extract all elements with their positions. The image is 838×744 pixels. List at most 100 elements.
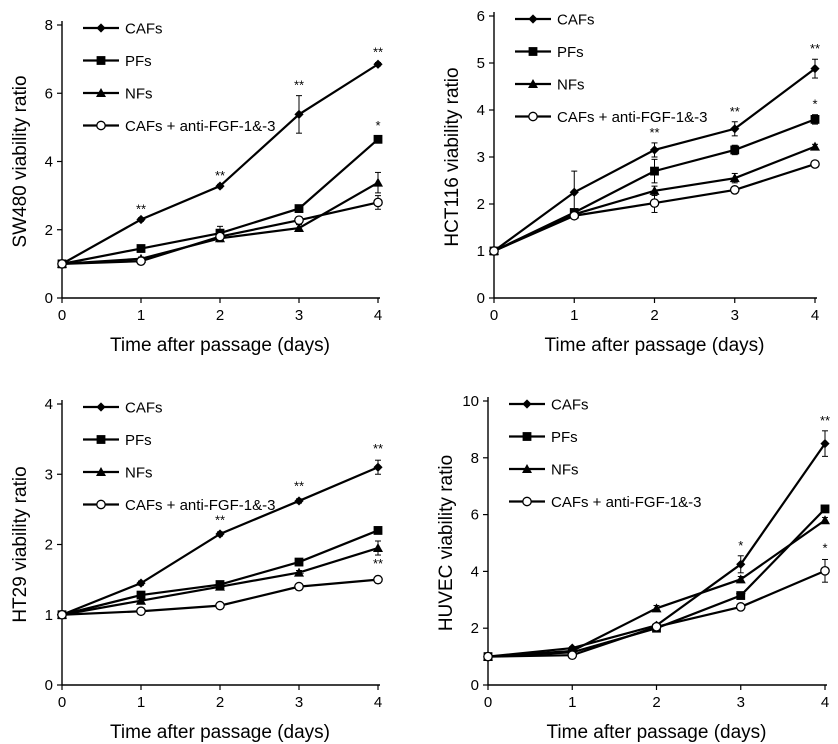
y-tick-label: 6	[45, 85, 53, 102]
legend-label: CAFs	[125, 400, 163, 417]
data-point	[294, 496, 304, 506]
y-tick-label: 4	[471, 563, 479, 580]
data-point	[729, 185, 740, 195]
x-axis-title: Time after passage (days)	[110, 722, 330, 743]
legend: CAFs PFs NFs CAFs + anti-FGF-1&-3	[83, 400, 275, 514]
legend-marker	[528, 14, 538, 24]
legend-marker	[96, 402, 106, 412]
x-tick-label: 4	[374, 694, 382, 711]
significance-mark: *	[738, 538, 743, 553]
significance-mark: **	[215, 512, 225, 527]
legend-marker	[96, 499, 106, 510]
data-point	[294, 557, 304, 567]
legend-marker	[96, 467, 106, 476]
significance-mark: **	[810, 41, 820, 56]
legend-marker	[96, 56, 106, 65]
y-tick-label: 4	[45, 154, 53, 171]
legend: CAFs PFs NFs CAFs + anti-FGF-1&-3	[509, 397, 701, 511]
data-point	[651, 621, 662, 632]
data-point	[651, 603, 662, 613]
data-point	[649, 185, 660, 195]
y-tick-label: 6	[477, 8, 485, 25]
legend-label: CAFs	[125, 21, 163, 38]
data-point	[373, 177, 383, 187]
data-point	[294, 567, 304, 577]
legend-marker	[96, 88, 106, 97]
significance-mark: **	[730, 104, 740, 119]
data-point	[294, 223, 304, 233]
x-tick-label: 3	[295, 694, 303, 711]
legend-label: NFs	[125, 86, 153, 103]
series-circle	[57, 195, 383, 269]
data-point	[820, 504, 830, 514]
x-tick-label: 0	[58, 307, 66, 324]
y-axis-title: HT29 viability ratio	[10, 466, 31, 622]
y-tick-label: 2	[45, 222, 53, 239]
data-point	[294, 204, 304, 213]
data-point	[567, 650, 578, 661]
data-point	[489, 246, 499, 256]
data-point	[373, 197, 383, 208]
series-diamond	[489, 58, 820, 256]
series-line	[61, 466, 379, 616]
chart-panel-2: 0 1 2 3 4 5 6 0 1 2 3 4 Time after passage (days) HCT…	[442, 8, 820, 356]
y-axis-title: HUVEC viability ratio	[436, 455, 457, 631]
series-line	[487, 569, 826, 658]
legend-marker	[522, 496, 532, 507]
x-tick-label: 4	[821, 694, 829, 711]
legend-label: PFs	[551, 429, 578, 446]
legend-marker	[96, 120, 106, 131]
y-tick-label: 1	[477, 243, 485, 260]
data-point	[649, 198, 660, 208]
y-tick-label: 0	[45, 290, 53, 307]
series-diamond	[57, 459, 383, 620]
data-point	[569, 187, 579, 197]
data-point	[373, 543, 383, 553]
y-tick-label: 0	[45, 677, 53, 694]
data-point	[650, 166, 659, 176]
data-point	[136, 256, 146, 266]
data-point	[136, 595, 146, 605]
data-point	[373, 462, 383, 472]
data-point	[57, 259, 67, 269]
data-point	[483, 651, 493, 662]
significance-mark: *	[822, 541, 827, 556]
x-tick-label: 2	[652, 694, 660, 711]
data-point	[735, 574, 746, 584]
y-tick-label: 1	[45, 607, 53, 624]
data-point	[820, 439, 830, 449]
data-point	[810, 115, 820, 124]
y-tick-label: 8	[471, 450, 479, 467]
data-point	[136, 244, 146, 253]
data-point	[215, 529, 225, 539]
x-tick-label: 0	[490, 307, 498, 324]
series-line	[487, 519, 826, 658]
legend-marker	[96, 435, 106, 444]
x-tick-label: 2	[650, 307, 658, 324]
legend-marker	[528, 111, 538, 122]
legend-label: NFs	[557, 77, 585, 94]
significance-mark: **	[136, 202, 146, 217]
legend-label: PFs	[557, 44, 584, 61]
series-square	[57, 134, 383, 269]
y-tick-label: 3	[477, 149, 485, 166]
series-line	[61, 181, 379, 265]
legend-label: PFs	[125, 53, 152, 70]
series-circle	[489, 159, 820, 256]
significance-mark: **	[294, 78, 304, 93]
y-tick-label: 2	[471, 620, 479, 637]
y-tick-label: 4	[477, 102, 485, 119]
data-point	[810, 159, 820, 169]
x-tick-label: 2	[216, 694, 224, 711]
legend-label: PFs	[125, 432, 152, 449]
data-point	[136, 590, 146, 600]
legend-marker	[522, 464, 532, 473]
legend-marker	[522, 399, 532, 409]
series-circle	[483, 558, 830, 662]
legend-label: CAFs + anti-FGF-1&-3	[125, 497, 275, 514]
significance-mark: **	[373, 441, 383, 456]
x-tick-label: 4	[374, 307, 382, 324]
significance-mark: **	[215, 168, 225, 183]
legend-marker	[528, 79, 538, 88]
